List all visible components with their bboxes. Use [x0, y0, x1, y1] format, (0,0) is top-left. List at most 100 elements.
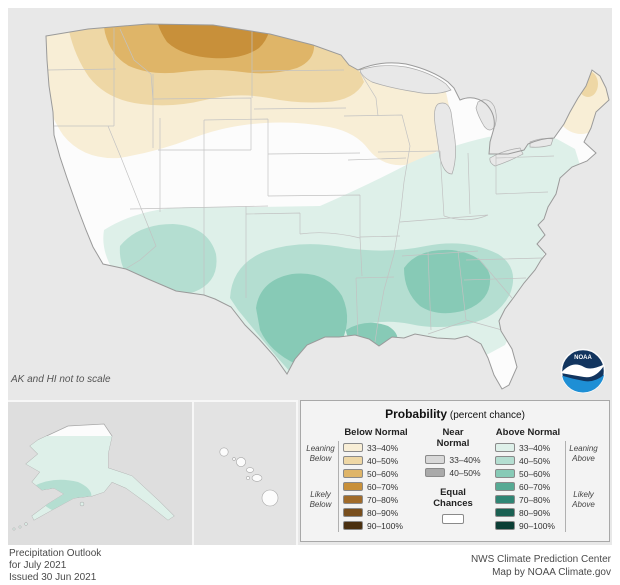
- legend-column-above-normal: Above Normal 33–40% 40–50% 50–60% 60–70% 70–…: [495, 427, 599, 532]
- legend-entry-label: 50–60%: [367, 468, 399, 479]
- legend-entry: 80–90%: [495, 506, 561, 519]
- lake-huron: [475, 99, 497, 131]
- conus-map: [45, 23, 610, 390]
- legend-swatch: [343, 443, 363, 452]
- legend-entry-label: 33–40%: [367, 442, 399, 453]
- legend-swatch: [343, 482, 363, 491]
- legend-swatch: [343, 495, 363, 504]
- legend-entry-label: 50–60%: [519, 468, 551, 479]
- legend-entry-label: 80–90%: [519, 507, 551, 518]
- legend-entry: 33–40%: [415, 453, 491, 466]
- legend-entry-label: 80–90%: [367, 507, 399, 518]
- alaska-inset: [8, 400, 194, 545]
- us-outline: [45, 23, 610, 390]
- legend-leaning-above-label: Leaning Above: [565, 441, 599, 467]
- noaa-logo-sea: [561, 373, 605, 393]
- legend-entry: 40–50%: [415, 466, 491, 479]
- legend-entry-label: 40–50%: [367, 455, 399, 466]
- legend-near-entries: 33–40% 40–50%: [415, 453, 491, 479]
- legend-title: Probability (percent chance): [301, 407, 609, 421]
- legend-swatch: [343, 469, 363, 478]
- scale-note: AK and HI not to scale: [11, 374, 111, 385]
- legend-entry: 50–60%: [495, 467, 561, 480]
- footer-product-line2: for July 2021: [9, 560, 67, 571]
- noaa-logo: NOAA: [560, 348, 606, 394]
- legend: Probability (percent chance) Leaning Bel…: [300, 400, 610, 542]
- legend-entry: 70–80%: [343, 493, 409, 506]
- alaska-map: [12, 423, 175, 531]
- legend-entry: 40–50%: [343, 454, 409, 467]
- legend-above-side-labels: Leaning Above Likely Above: [561, 441, 599, 532]
- region-below-60-70: [154, 24, 271, 59]
- legend-swatch: [495, 482, 515, 491]
- legend-entry: 50–60%: [343, 467, 409, 480]
- legend-entry: 33–40%: [343, 441, 409, 454]
- noaa-logo-text: NOAA: [574, 355, 592, 361]
- legend-likely-above-label: Likely Above: [565, 467, 599, 532]
- legend-entry-label: 70–80%: [367, 494, 399, 505]
- map-area: AK and HI not to scale NOAA: [8, 8, 612, 545]
- legend-below-side-labels: Leaning Below Likely Below: [305, 441, 343, 532]
- legend-title-main: Probability: [385, 407, 448, 421]
- legend-swatch: [343, 521, 363, 530]
- footer-credit-line2: Map by NOAA Climate.gov: [492, 566, 611, 578]
- region-above-50-60-southeast: [404, 249, 491, 314]
- legend-column-near-normal: Near Normal 33–40% 40–50% Equal Chances: [415, 427, 491, 524]
- legend-entry: 90–100%: [495, 519, 561, 532]
- lake-michigan: [434, 102, 456, 175]
- state-borders: [47, 28, 555, 343]
- legend-entry: 60–70%: [495, 480, 561, 493]
- legend-likely-below-label: Likely Below: [305, 467, 339, 532]
- footer-credit-line1: NWS Climate Prediction Center: [470, 554, 611, 565]
- legend-entry: 90–100%: [343, 519, 409, 532]
- legend-swatch: [343, 508, 363, 517]
- footer-product-info: Precipitation Outlook for July 2021 Issu…: [9, 548, 101, 584]
- legend-swatch: [495, 521, 515, 530]
- legend-swatch: [343, 456, 363, 465]
- hawaii-map: [219, 447, 279, 507]
- footer-credit: NWS Climate Prediction Center Map by NOA…: [471, 554, 611, 579]
- legend-entry: 33–40%: [495, 441, 561, 454]
- legend-entry-label: 33–40%: [449, 454, 481, 465]
- legend-swatch: [495, 456, 515, 465]
- legend-entry: 60–70%: [343, 480, 409, 493]
- legend-entry-label: 33–40%: [519, 442, 551, 453]
- legend-swatch: [495, 443, 515, 452]
- legend-near-header: Near Normal: [436, 427, 470, 450]
- legend-swatch: [495, 508, 515, 517]
- hawaii-islands: [219, 447, 279, 507]
- legend-swatch: [425, 468, 446, 477]
- legend-above-entries: 33–40% 40–50% 50–60% 60–70% 70–80% 80–90% 90–1…: [495, 441, 561, 532]
- alaska-above-33-40: [26, 436, 174, 520]
- legend-below-header: Below Normal: [344, 427, 408, 438]
- legend-entry-label: 40–50%: [519, 455, 551, 466]
- footer-product-line3: Issued 30 Jun 2021: [9, 572, 97, 583]
- legend-below-entries: 33–40% 40–50% 50–60% 60–70% 70–80% 80–90% 90–1…: [343, 441, 409, 532]
- legend-entry-label: 40–50%: [449, 467, 481, 478]
- hawaii-inset: [194, 400, 298, 545]
- alaska-shading: [26, 436, 174, 520]
- legend-swatch: [495, 469, 515, 478]
- legend-equal-chances-label: Equal Chances: [433, 487, 473, 510]
- legend-equal-chances-swatch: [442, 513, 464, 524]
- legend-entry-label: 70–80%: [519, 494, 551, 505]
- aleutian-islands: [12, 501, 85, 531]
- region-below-33-40-northeast: [552, 62, 609, 134]
- legend-leaning-below-label: Leaning Below: [305, 441, 339, 467]
- insets-row: Probability (percent chance) Leaning Bel…: [8, 400, 612, 545]
- legend-entry-label: 60–70%: [519, 481, 551, 492]
- legend-swatch: [495, 495, 515, 504]
- noaa-seagull-icon: [561, 364, 605, 378]
- lake-superior: [359, 65, 452, 94]
- legend-entry: 80–90%: [343, 506, 409, 519]
- legend-above-header: Above Normal: [495, 427, 561, 438]
- footer-product-line1: Precipitation Outlook: [9, 548, 102, 559]
- legend-title-sub: (percent chance): [447, 410, 525, 421]
- legend-entry: 70–80%: [495, 493, 561, 506]
- region-above-40-50-southwest: [119, 224, 217, 296]
- legend-entry: 40–50%: [495, 454, 561, 467]
- legend-entry-label: 90–100%: [367, 520, 403, 531]
- legend-entry-label: 90–100%: [519, 520, 555, 531]
- legend-entry-label: 60–70%: [367, 481, 399, 492]
- legend-column-below-normal: Leaning Below Likely Below Below Normal …: [305, 427, 409, 532]
